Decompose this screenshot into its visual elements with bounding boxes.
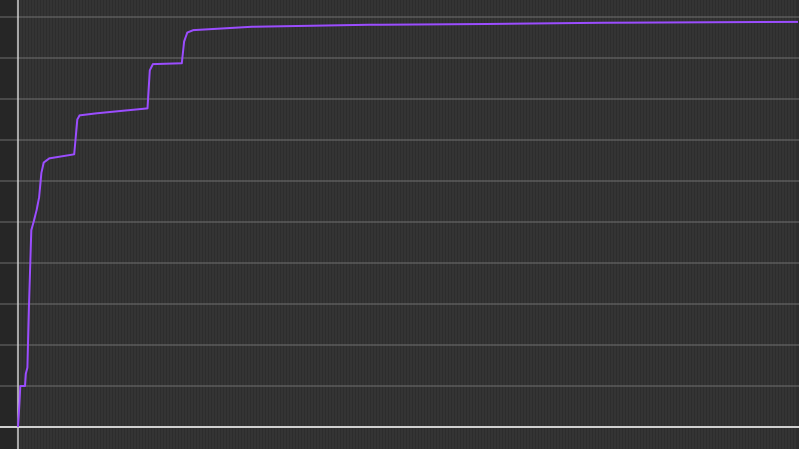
left-margin [0, 0, 16, 449]
series-line [17, 20, 799, 428]
